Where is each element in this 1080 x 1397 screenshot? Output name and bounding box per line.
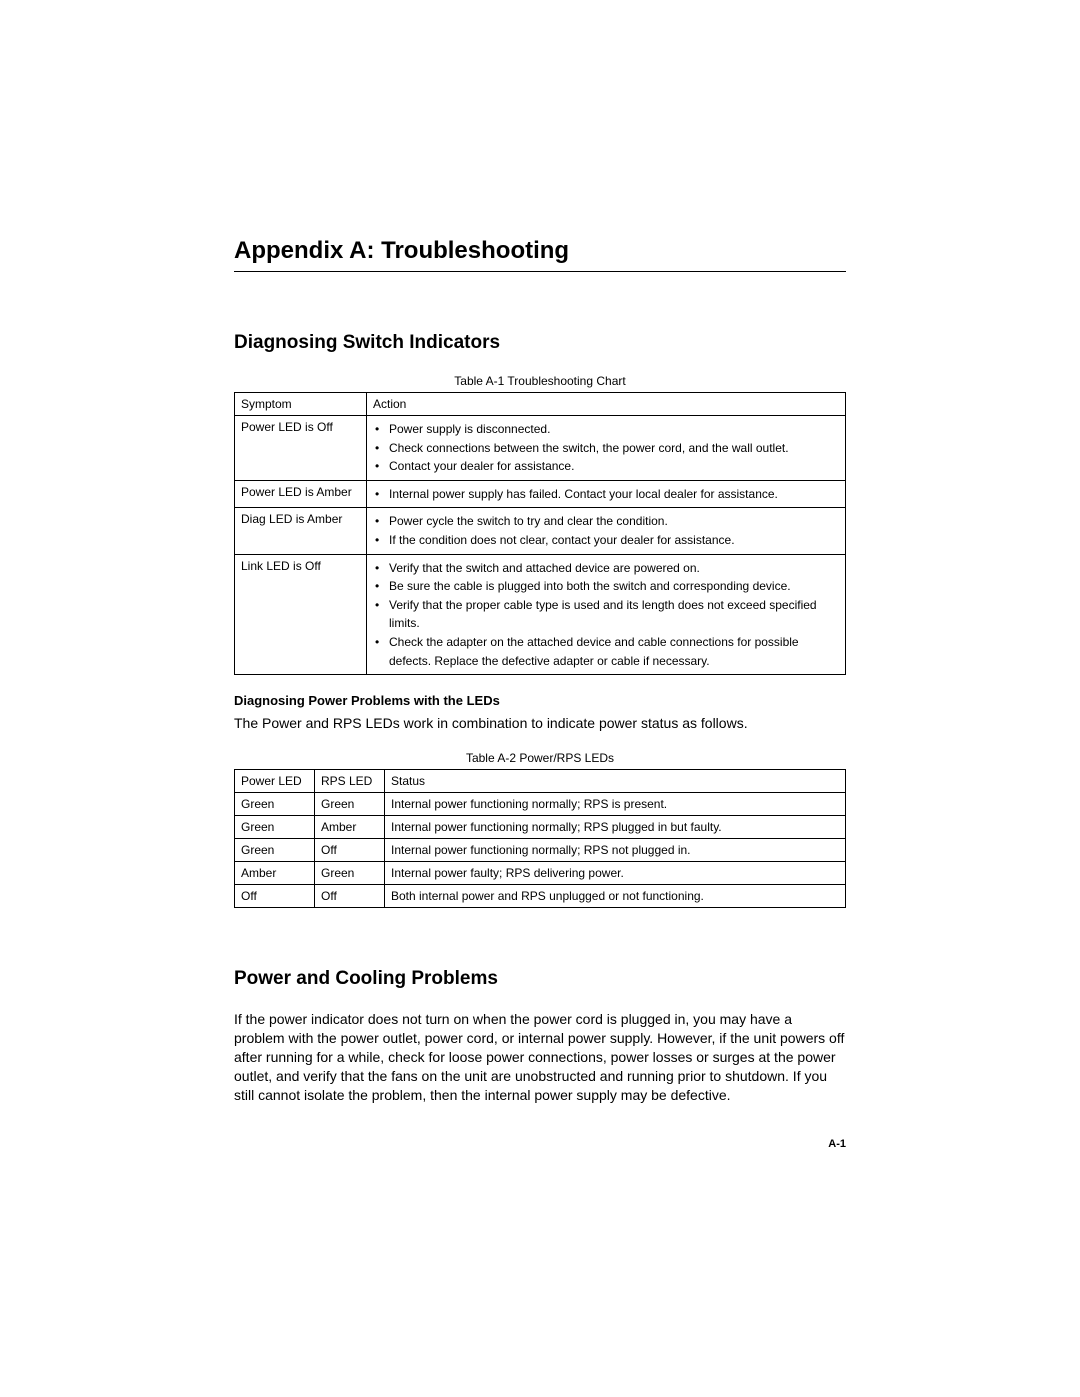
col-power-led: Power LED: [235, 770, 315, 793]
status-cell: Internal power faulty; RPS delivering po…: [385, 862, 846, 885]
status-cell: Both internal power and RPS unplugged or…: [385, 885, 846, 908]
col-symptom: Symptom: [235, 393, 367, 416]
symptom-cell: Power LED is Amber: [235, 480, 367, 508]
power-rps-table: Power LED RPS LED Status GreenGreenInter…: [234, 769, 846, 908]
action-item: Verify that the proper cable type is use…: [373, 596, 839, 633]
action-item: Power supply is disconnected.: [373, 420, 839, 439]
power-led-cell: Green: [235, 793, 315, 816]
table-row: Power LED is OffPower supply is disconne…: [235, 416, 846, 481]
table-header-row: Power LED RPS LED Status: [235, 770, 846, 793]
table-row: GreenOffInternal power functioning norma…: [235, 839, 846, 862]
table-row: GreenAmberInternal power functioning nor…: [235, 816, 846, 839]
table-row: Diag LED is Amber Power cycle the switch …: [235, 508, 846, 554]
table-row: OffOffBoth internal power and RPS unplug…: [235, 885, 846, 908]
action-item: Verify that the switch and attached devi…: [373, 559, 839, 578]
action-cell: Internal power supply has failed. Contac…: [367, 480, 846, 508]
table-row: Link LED is Off Verify that the switch an…: [235, 554, 846, 675]
symptom-cell: Diag LED is Amber: [235, 508, 367, 554]
action-item: Contact your dealer for assistance.: [373, 457, 839, 476]
table-row: GreenGreenInternal power functioning nor…: [235, 793, 846, 816]
rps-led-cell: Green: [315, 793, 385, 816]
action-cell: Power cycle the switch to try and clear …: [367, 508, 846, 554]
rps-led-cell: Off: [315, 839, 385, 862]
document-page: Appendix A: Troubleshooting Diagnosing S…: [234, 237, 846, 1150]
action-cell: Verify that the switch and attached devi…: [367, 554, 846, 675]
action-item: Power cycle the switch to try and clear …: [373, 512, 839, 531]
rps-led-cell: Green: [315, 862, 385, 885]
action-item: If the condition does not clear, contact…: [373, 531, 839, 550]
power-led-cell: Amber: [235, 862, 315, 885]
action-item: Internal power supply has failed. Contac…: [373, 485, 839, 504]
status-cell: Internal power functioning normally; RPS…: [385, 793, 846, 816]
col-action: Action: [367, 393, 846, 416]
status-cell: Internal power functioning normally; RPS…: [385, 816, 846, 839]
power-led-cell: Green: [235, 816, 315, 839]
action-item: Check the adapter on the attached device…: [373, 633, 839, 670]
page-number: A-1: [234, 1138, 846, 1150]
symptom-cell: Power LED is Off: [235, 416, 367, 481]
power-led-cell: Off: [235, 885, 315, 908]
col-rps-led: RPS LED: [315, 770, 385, 793]
section-heading-diagnosing: Diagnosing Switch Indicators: [234, 332, 846, 354]
table-caption-a1: Table A-1 Troubleshooting Chart: [234, 374, 846, 388]
action-item: Check connections between the switch, th…: [373, 439, 839, 458]
troubleshooting-table: Symptom Action Power LED is OffPower sup…: [234, 392, 846, 675]
action-cell: Power supply is disconnected.Check conne…: [367, 416, 846, 481]
appendix-title: Appendix A: Troubleshooting: [234, 237, 846, 272]
intro-text: The Power and RPS LEDs work in combinati…: [234, 714, 846, 733]
table-header-row: Symptom Action: [235, 393, 846, 416]
status-cell: Internal power functioning normally; RPS…: [385, 839, 846, 862]
body-paragraph: If the power indicator does not turn on …: [234, 1010, 846, 1104]
power-led-cell: Green: [235, 839, 315, 862]
col-status: Status: [385, 770, 846, 793]
table-row: AmberGreenInternal power faulty; RPS del…: [235, 862, 846, 885]
rps-led-cell: Off: [315, 885, 385, 908]
table-row: Power LED is Amber Internal power supply …: [235, 480, 846, 508]
table-caption-a2: Table A-2 Power/RPS LEDs: [234, 751, 846, 765]
action-item: Be sure the cable is plugged into both t…: [373, 577, 839, 596]
rps-led-cell: Amber: [315, 816, 385, 839]
symptom-cell: Link LED is Off: [235, 554, 367, 675]
subheading-power-leds: Diagnosing Power Problems with the LEDs: [234, 693, 846, 708]
section-heading-power-cooling: Power and Cooling Problems: [234, 968, 846, 990]
